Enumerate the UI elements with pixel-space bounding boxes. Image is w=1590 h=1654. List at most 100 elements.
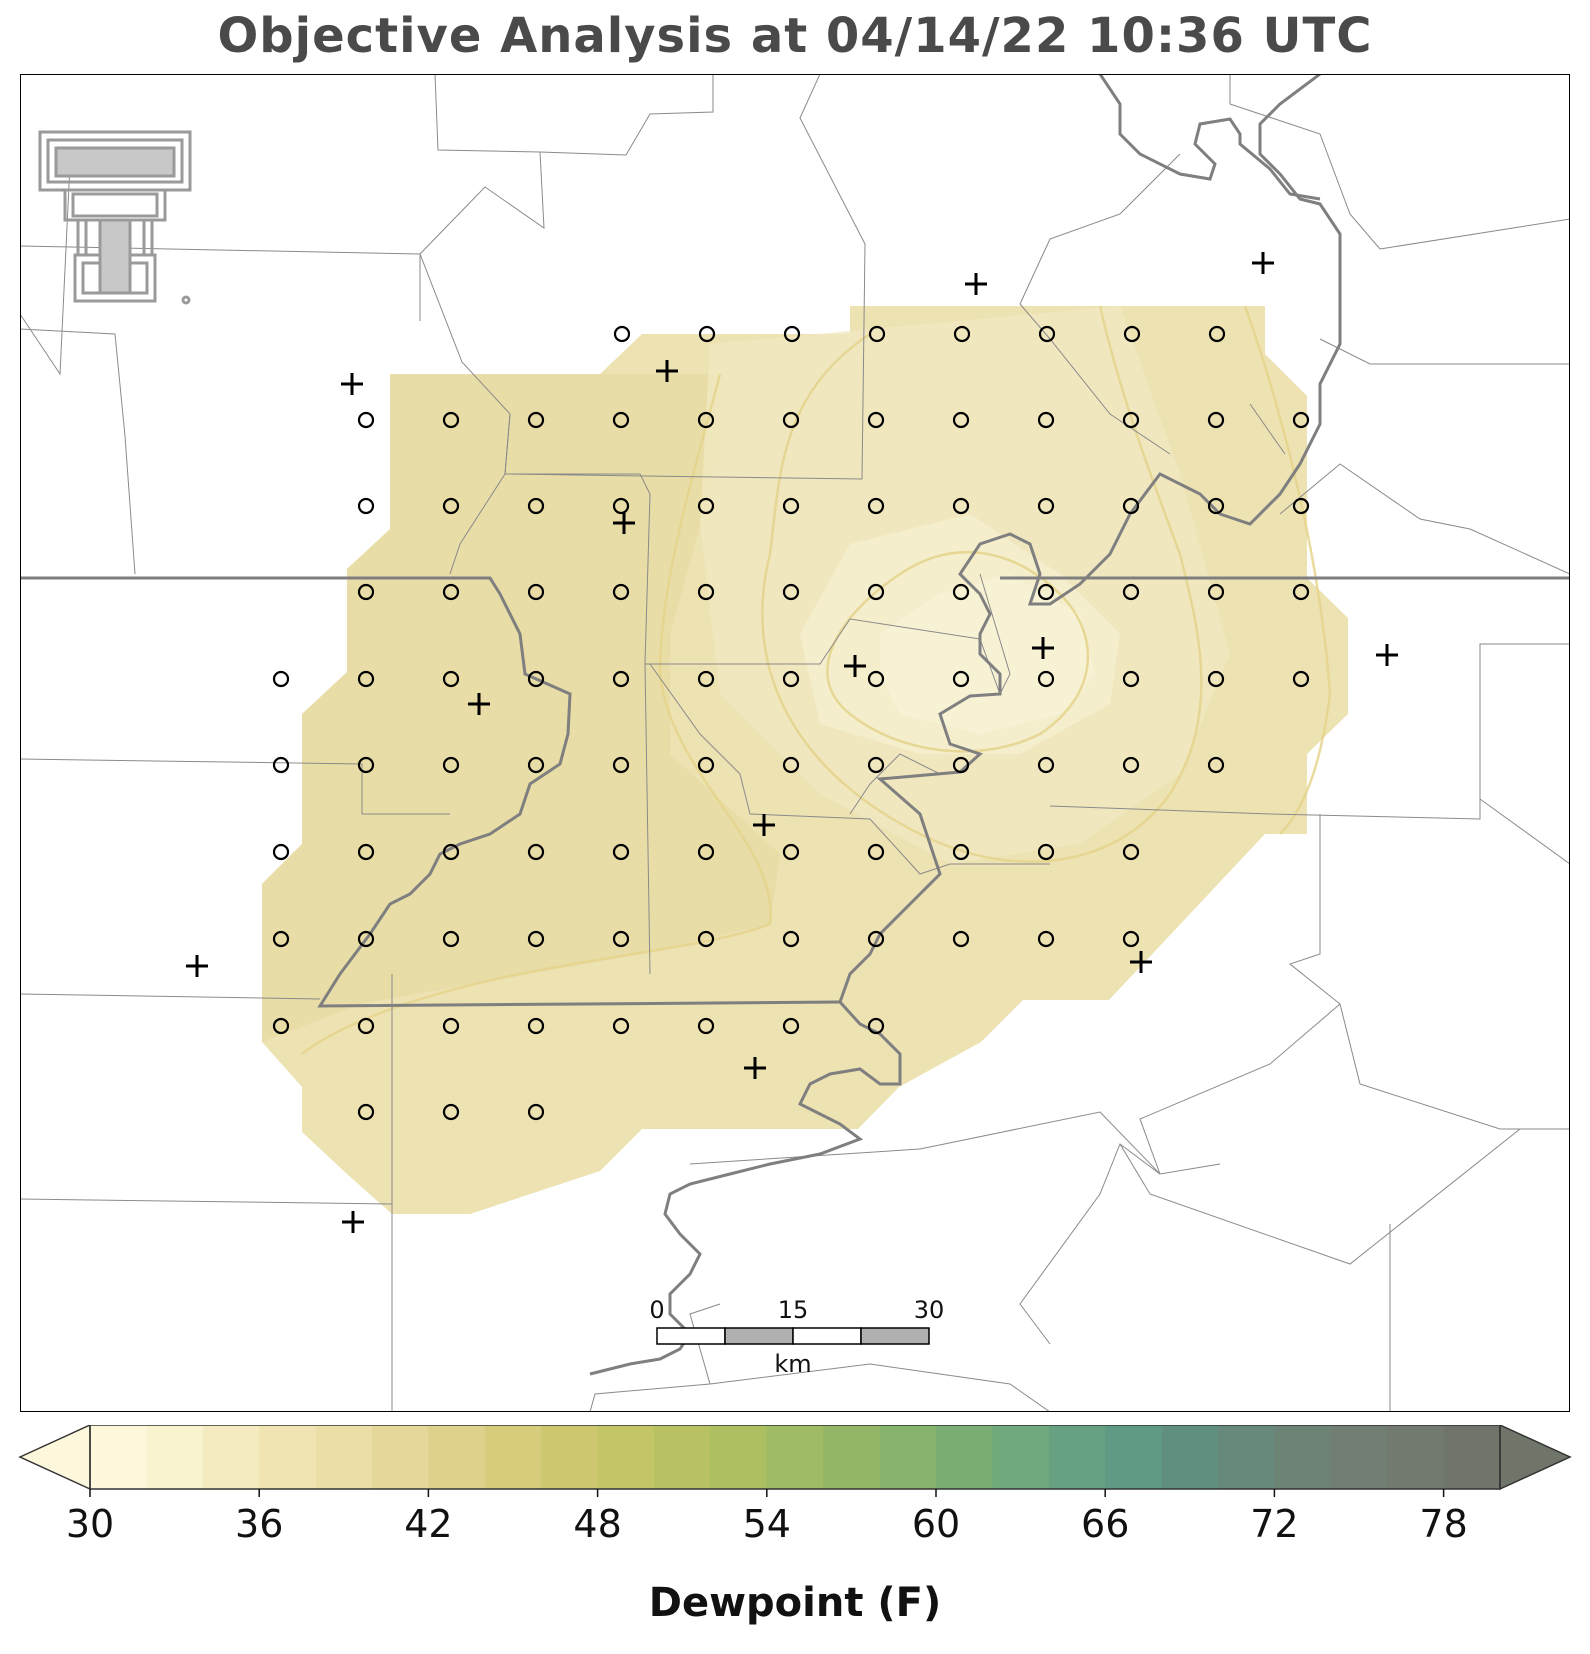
- colorbar-cell: [315, 1425, 373, 1489]
- scale-label-15: 15: [778, 1296, 809, 1324]
- grid-point: [1122, 411, 1140, 429]
- station-marker: [613, 512, 635, 534]
- grid-point: [442, 497, 460, 515]
- colorbar-tick-label: 42: [404, 1502, 452, 1546]
- colorbar-cell: [428, 1425, 486, 1489]
- grid-point: [782, 756, 800, 774]
- grid-point: [1207, 670, 1225, 688]
- station-marker: [468, 693, 490, 715]
- grid-point: [1292, 411, 1310, 429]
- colorbar-cell: [541, 1425, 599, 1489]
- colorbar-cell: [1105, 1425, 1163, 1489]
- colorbar-cell: [146, 1425, 204, 1489]
- station-marker: [1130, 951, 1152, 973]
- grid-point: [783, 325, 801, 343]
- grid-point: [527, 411, 545, 429]
- grid-point: [527, 756, 545, 774]
- colorbar-cell: [597, 1425, 655, 1489]
- grid-point: [782, 497, 800, 515]
- grid-point: [613, 325, 631, 343]
- grid-point: [867, 843, 885, 861]
- grid-point: [1207, 583, 1225, 601]
- grid-point: [442, 670, 460, 688]
- station-marker: [341, 373, 363, 395]
- grid-point: [1292, 670, 1310, 688]
- station-marker: [753, 814, 775, 836]
- grid-point: [527, 1103, 545, 1121]
- grid-point: [952, 411, 970, 429]
- colorbar-cell: [710, 1425, 768, 1489]
- grid-point: [782, 843, 800, 861]
- grid-point: [952, 756, 970, 774]
- grid-point: [1292, 583, 1310, 601]
- colorbar-cell: [1330, 1425, 1388, 1489]
- colorbar-low-extend: [18, 1425, 91, 1491]
- grid-point: [867, 756, 885, 774]
- grid-point: [272, 843, 290, 861]
- colorbar-tick-label: 60: [912, 1502, 960, 1546]
- grid-point: [357, 1017, 375, 1035]
- grid-point: [527, 670, 545, 688]
- grid-point: [1037, 670, 1055, 688]
- grid-point: [272, 1017, 290, 1035]
- colorbar-cell: [879, 1425, 937, 1489]
- colorbar-cell: [1048, 1425, 1106, 1489]
- colorbar-tick-label: 72: [1250, 1502, 1298, 1546]
- grid-point: [272, 756, 290, 774]
- grid-point: [1037, 497, 1055, 515]
- grid-point: [867, 497, 885, 515]
- grid-point: [867, 670, 885, 688]
- station-marker: [186, 955, 208, 977]
- station-marker: [844, 655, 866, 677]
- colorbar-tick-label: 48: [573, 1502, 621, 1546]
- scale-label-30: 30: [914, 1296, 945, 1324]
- grid-point: [442, 411, 460, 429]
- colorbar-cell: [936, 1425, 993, 1489]
- grid-point: [612, 670, 630, 688]
- grid-point: [442, 930, 460, 948]
- station-marker: [1376, 644, 1398, 666]
- colorbar-tick-label: 36: [235, 1502, 283, 1546]
- grid-point: [442, 583, 460, 601]
- grid-point: [612, 497, 630, 515]
- grid-point: [1122, 670, 1140, 688]
- grid-point: [1292, 497, 1310, 515]
- colorbar: 30 36 42 48 54 60 66 72 78: [18, 1425, 1572, 1546]
- grid-point: [697, 930, 715, 948]
- grid-point: [612, 411, 630, 429]
- grid-point: [867, 1017, 885, 1035]
- colorbar-ticks: 30 36 42 48 54 60 66 72 78: [66, 1489, 1468, 1546]
- grid-point: [952, 497, 970, 515]
- grid-point: [782, 411, 800, 429]
- grid-point: [1123, 325, 1141, 343]
- grid-point: [527, 930, 545, 948]
- grid-point: [1122, 497, 1140, 515]
- colorbar-high-extend: [1499, 1425, 1572, 1491]
- grid-point: [1207, 411, 1225, 429]
- grid-point: [697, 411, 715, 429]
- grid-point: [357, 930, 375, 948]
- grid-point: [697, 1017, 715, 1035]
- grid-point: [612, 583, 630, 601]
- grid-point: [527, 497, 545, 515]
- grid-point: [442, 1103, 460, 1121]
- grid-point: [953, 325, 971, 343]
- grid-point: [1037, 583, 1055, 601]
- station-marker: [342, 1211, 364, 1233]
- colorbar-cell: [202, 1425, 260, 1489]
- colorbar-cell: [1387, 1425, 1445, 1489]
- colorbar-cell: [992, 1425, 1050, 1489]
- colorbar-cell: [484, 1425, 542, 1489]
- grid-point: [1037, 756, 1055, 774]
- grid-point: [357, 411, 375, 429]
- grid-point: [782, 583, 800, 601]
- colorbar-cell: [823, 1425, 881, 1489]
- grid-point: [1207, 497, 1225, 515]
- colorbar-cell: [1161, 1425, 1219, 1489]
- colorbar-cell: [1443, 1425, 1501, 1489]
- station-markers: [186, 252, 1398, 1233]
- colorbar-label: Dewpoint (F): [648, 1580, 942, 1626]
- grid-point: [527, 843, 545, 861]
- grid-point: [1122, 930, 1140, 948]
- colorbar-cell: [766, 1425, 824, 1489]
